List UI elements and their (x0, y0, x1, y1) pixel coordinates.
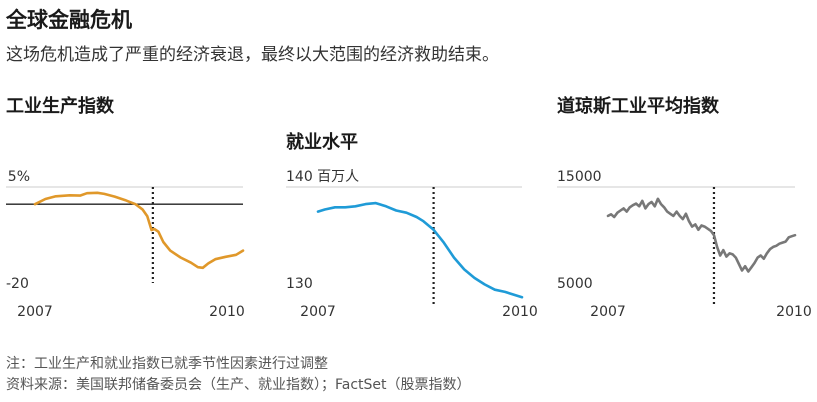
industrial-production-y-tick-label: -20 (6, 276, 29, 292)
employment-x-tick-label: 2007 (300, 304, 336, 320)
chart-title-industrial-production: 工业生产指数 (6, 96, 114, 117)
dow-jones-series-line (606, 197, 797, 273)
chart-title-dow-jones: 道琼斯工业平均指数 (557, 96, 719, 117)
dow-jones-x-tick-label: 2010 (776, 304, 812, 320)
chart-title-employment: 就业水平 (286, 132, 358, 153)
dow-jones-y-tick-label: 15000 (557, 169, 602, 185)
industrial-production-series-line (33, 191, 245, 270)
employment-y-tick-label: 130 (286, 276, 313, 292)
employment-series-line (316, 201, 524, 299)
page-subtitle: 这场危机造成了严重的经济衰退，最终以大范围的经济救助结束。 (6, 45, 499, 65)
employment-x-tick-label: 2010 (502, 304, 538, 320)
footnote-adjustment: 注：工业生产和就业指数已就季节性因素进行过调整 (6, 356, 328, 372)
employment-y-tick-label: 140 百万人 (286, 169, 359, 185)
page-title: 全球金融危机 (6, 8, 132, 32)
dow-jones-y-tick-label: 5000 (557, 276, 593, 292)
industrial-production-x-tick-label: 2010 (209, 304, 245, 320)
dow-jones-x-tick-label: 2007 (590, 304, 626, 320)
industrial-production-x-tick-label: 2007 (17, 304, 53, 320)
industrial-production-y-tick-label: 5% (8, 169, 30, 185)
footnote-source: 资料来源：美国联邦储备委员会（生产、就业指数）；FactSet（股票指数） (6, 377, 471, 393)
